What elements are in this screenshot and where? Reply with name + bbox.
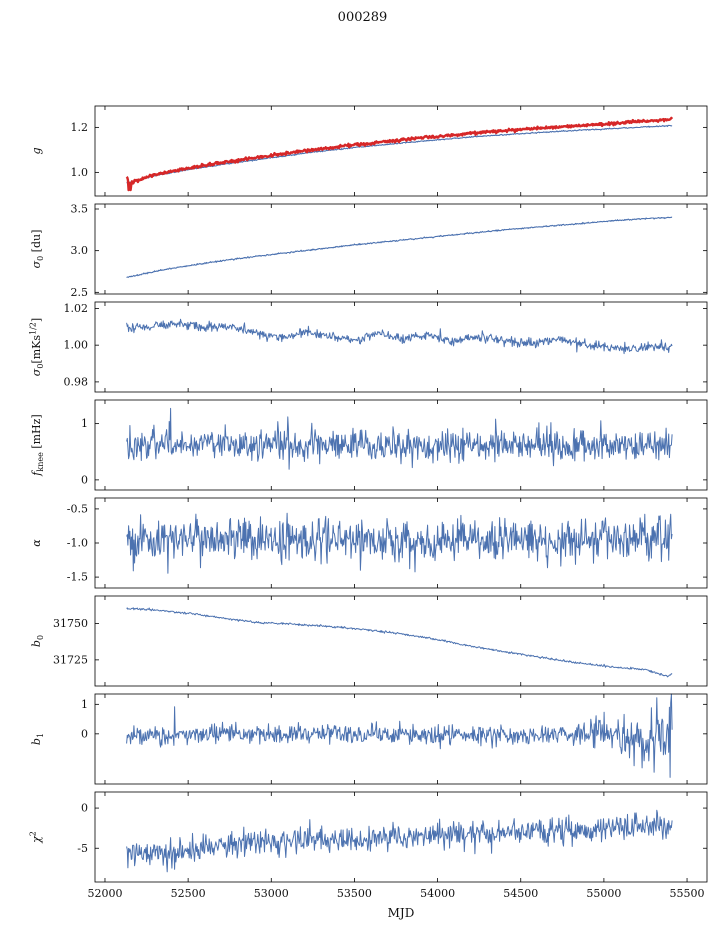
series-g-blue <box>126 124 673 184</box>
axes-frame <box>94 693 708 785</box>
subplot-chi2: 52000 52500 53000 53500 54000 54500 55000 55500… <box>29 791 708 900</box>
x-tick-label: 53000 <box>254 887 289 900</box>
y-tick-label: 1.02 <box>64 302 89 315</box>
y-axis-label: b0 <box>30 635 45 647</box>
x-tick-label: 53500 <box>337 887 372 900</box>
y-tick-label: 1 <box>81 698 88 711</box>
x-tick-label: 52000 <box>87 887 122 900</box>
x-tick-label: 52500 <box>171 887 206 900</box>
y-axis-label: b1 <box>30 733 45 745</box>
x-tick-label: 55000 <box>586 887 621 900</box>
axes-frame <box>94 203 708 295</box>
subplot-b0: 31725 31750 b0 <box>30 595 708 687</box>
y-tick-label: -1.0 <box>67 537 88 550</box>
y-tick-label: -0.5 <box>67 502 88 515</box>
y-axis-label: σ0 [du] <box>30 230 45 269</box>
x-tick-label: 54500 <box>503 887 538 900</box>
axes-frame <box>94 399 708 491</box>
y-axis-label: fknee [mHz] <box>30 414 45 476</box>
series-sigma0-mks <box>126 318 673 355</box>
y-tick-label: 0 <box>81 727 88 740</box>
axes-frame <box>94 301 708 393</box>
subplot-alpha: -1.5 -1.0 -0.5 α <box>30 497 708 589</box>
figure-title: 000289 <box>337 10 388 25</box>
subplot-b1: 0 1 b1 <box>30 693 708 785</box>
axes-frame <box>94 595 708 687</box>
subplot-sigma0-du: 2.5 3.0 3.5 σ0 [du] <box>30 203 708 299</box>
y-tick-label: -1.5 <box>67 571 88 584</box>
y-axis-label: g <box>30 147 43 154</box>
y-tick-label: 0.98 <box>64 375 89 388</box>
axes-frame <box>94 105 708 197</box>
series-fknee <box>126 407 673 470</box>
y-tick-label: 1.0 <box>71 166 89 179</box>
y-axis-label: χ2 <box>29 831 44 844</box>
y-tick-label: 1 <box>81 417 88 430</box>
x-tick-label: 54000 <box>420 887 455 900</box>
axes-frame <box>94 791 708 883</box>
x-tick-label: 55500 <box>670 887 705 900</box>
series-sigma0-du <box>126 216 673 279</box>
y-tick-label: 0 <box>81 802 88 815</box>
y-tick-label: 3.0 <box>71 244 89 257</box>
y-tick-label: 0 <box>81 473 88 486</box>
series-b1 <box>126 693 673 778</box>
y-axis-label: α <box>30 539 43 547</box>
subplot-fknee: 0 1 fknee [mHz] <box>30 399 708 491</box>
subplot-g: 1.0 1.2 g <box>30 105 708 197</box>
subplot-sigma0-mks: 0.98 1.00 1.02 σ0[mKs1/2] <box>29 301 708 393</box>
series-g-red <box>125 116 674 192</box>
series-chi2 <box>126 809 673 873</box>
x-axis-title: MJD <box>387 906 415 920</box>
y-axis-label: σ0[mKs1/2] <box>29 318 46 376</box>
y-tick-label: 1.00 <box>64 339 89 352</box>
y-tick-label: 2.5 <box>71 286 89 299</box>
y-tick-label: 1.2 <box>71 121 89 134</box>
series-b0 <box>126 607 673 678</box>
y-tick-label: 31750 <box>53 617 88 630</box>
y-tick-label: -5 <box>77 842 88 855</box>
series-alpha <box>126 512 673 574</box>
y-tick-label: 3.5 <box>71 203 89 216</box>
y-tick-label: 31725 <box>53 653 88 666</box>
